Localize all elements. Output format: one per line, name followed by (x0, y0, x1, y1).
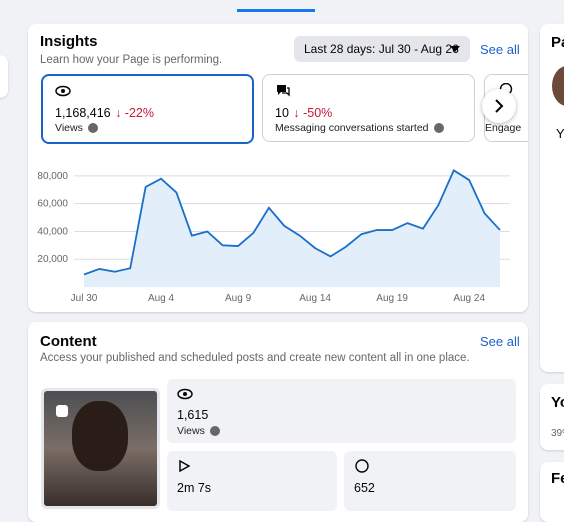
sidebar-title: Pa (551, 34, 564, 51)
y-tick-label: 40,000 (37, 226, 68, 237)
sidebar-card: Pa Y (540, 24, 564, 372)
chart: 20,000 40,000 60,000 80,000 Jul 30 Aug 4 Aug 9… (37, 169, 510, 304)
stat-value: 652 (354, 481, 375, 495)
area (84, 170, 500, 287)
thumbnail-figure (72, 401, 128, 471)
eye-icon (55, 85, 71, 97)
tab-indicator (237, 9, 315, 12)
metric-card[interactable]: 10 ↓ -50% Messaging conversations starte… (262, 74, 475, 142)
date-range: Last 28 days: Jul 30 - Aug 26 (304, 42, 459, 56)
x-tick-label: Aug 4 (148, 293, 175, 304)
stat-box: 2m 7s (167, 451, 337, 511)
x-tick-label: Aug 14 (299, 293, 331, 304)
stat-box: 652 (344, 451, 516, 511)
sidebar-card: Fe (540, 462, 564, 522)
stat-label: Views (177, 425, 205, 437)
metric-change: -50% (303, 106, 333, 120)
stat-value: 2m 7s (177, 481, 212, 495)
insights-card: Insights Learn how your Page is performi… (28, 24, 528, 312)
metric-value: 1,168,416 (55, 106, 111, 120)
x-tick-label: Aug 9 (225, 293, 252, 304)
x-tick-label: Aug 24 (453, 293, 485, 304)
metric-card[interactable]: 1,168,416 ↓ -22% Views (41, 74, 254, 144)
x-tick-label: Jul 30 (71, 293, 98, 304)
stat-value: 1,615 (177, 408, 209, 422)
x-tick-label: Aug 19 (376, 293, 408, 304)
sidebar-item: Y (556, 126, 564, 141)
metric-label: Engage (485, 122, 522, 134)
y-tick-label: 80,000 (37, 171, 68, 182)
left-card (0, 55, 8, 98)
avatar (552, 66, 564, 106)
next-button[interactable] (482, 89, 516, 123)
date-dropdown[interactable]: Last 28 days: Jul 30 - Aug 26 (294, 36, 470, 62)
line (83, 169, 501, 276)
caret (450, 46, 460, 52)
metric-change: -22% (124, 106, 154, 120)
see-all[interactable]: See all (480, 334, 520, 349)
chat-icon (277, 85, 290, 97)
insights-subtitle: Learn how your Page is performing. (40, 54, 223, 66)
page: Insights Learn how your Page is performi… (0, 9, 564, 522)
reel-icon (56, 405, 68, 417)
y-tick-label: 60,000 (37, 199, 68, 210)
sidebar-title: Fe (551, 470, 564, 487)
sidebar-title: Yo (551, 394, 564, 411)
sidebar-card: Yo 39% (540, 384, 564, 450)
insights-title: Insights (40, 33, 98, 50)
see-all[interactable]: See all (480, 42, 520, 57)
metric-label: Views (55, 122, 83, 134)
content-card: Content Access your published and schedu… (28, 322, 528, 522)
metric-label: Messaging conversations started (275, 122, 429, 134)
stat-box: 1,615 Views (167, 379, 516, 443)
post-thumbnail[interactable] (41, 388, 160, 509)
content-title: Content (40, 333, 97, 350)
metric-value: 10 (275, 106, 289, 120)
content-subtitle: Access your published and scheduled post… (40, 352, 470, 364)
y-tick-label: 20,000 (37, 254, 68, 265)
sidebar-text: 39% (551, 428, 564, 439)
